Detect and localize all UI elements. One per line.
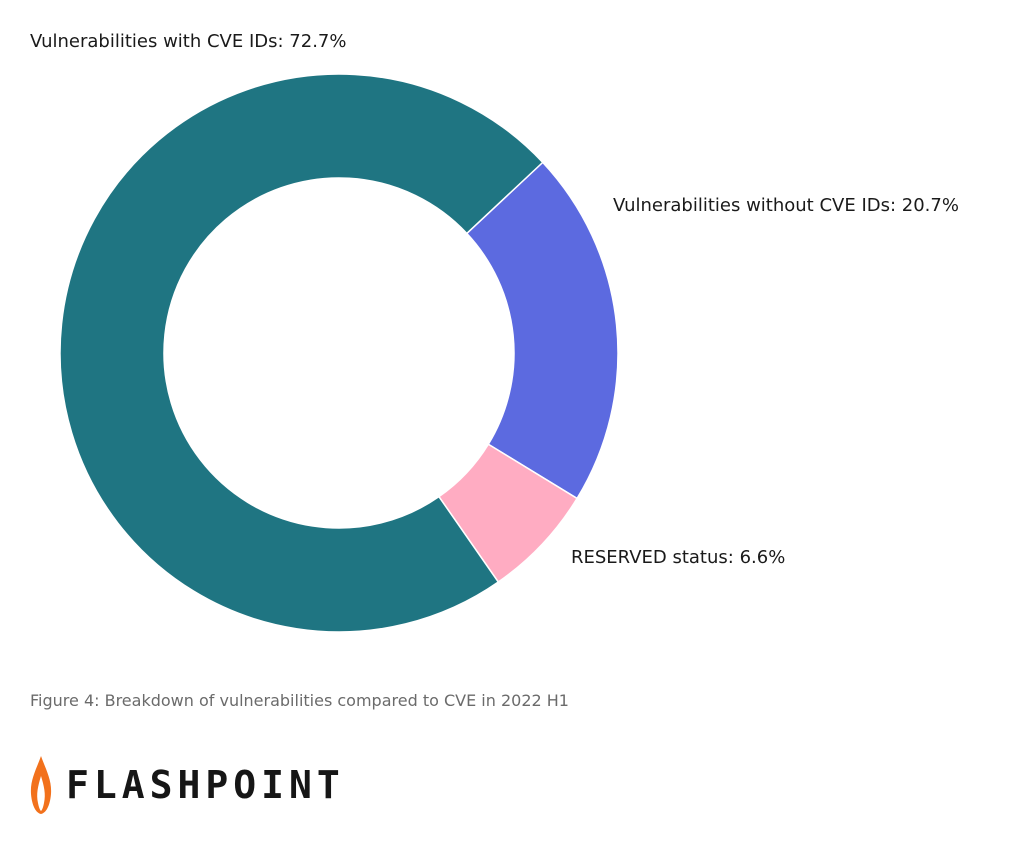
brand-logo: FLASHPOINT: [30, 756, 345, 814]
slice-label-reserved: RESERVED status: 6.6%: [571, 547, 785, 568]
donut-slices: [59, 73, 619, 633]
slice-without-cve: [465, 161, 619, 500]
slice-label-with-cve: Vulnerabilities with CVE IDs: 72.7%: [30, 31, 346, 52]
donut-chart: Vulnerabilities with CVE IDs: 72.7% Vuln…: [30, 31, 959, 633]
figure-caption: Figure 4: Breakdown of vulnerabilities c…: [30, 691, 569, 710]
brand-name: FLASHPOINT: [66, 763, 345, 807]
slice-label-without-cve: Vulnerabilities without CVE IDs: 20.7%: [613, 195, 959, 216]
flame-icon: [30, 756, 52, 814]
slice-with-cve: [59, 73, 544, 633]
